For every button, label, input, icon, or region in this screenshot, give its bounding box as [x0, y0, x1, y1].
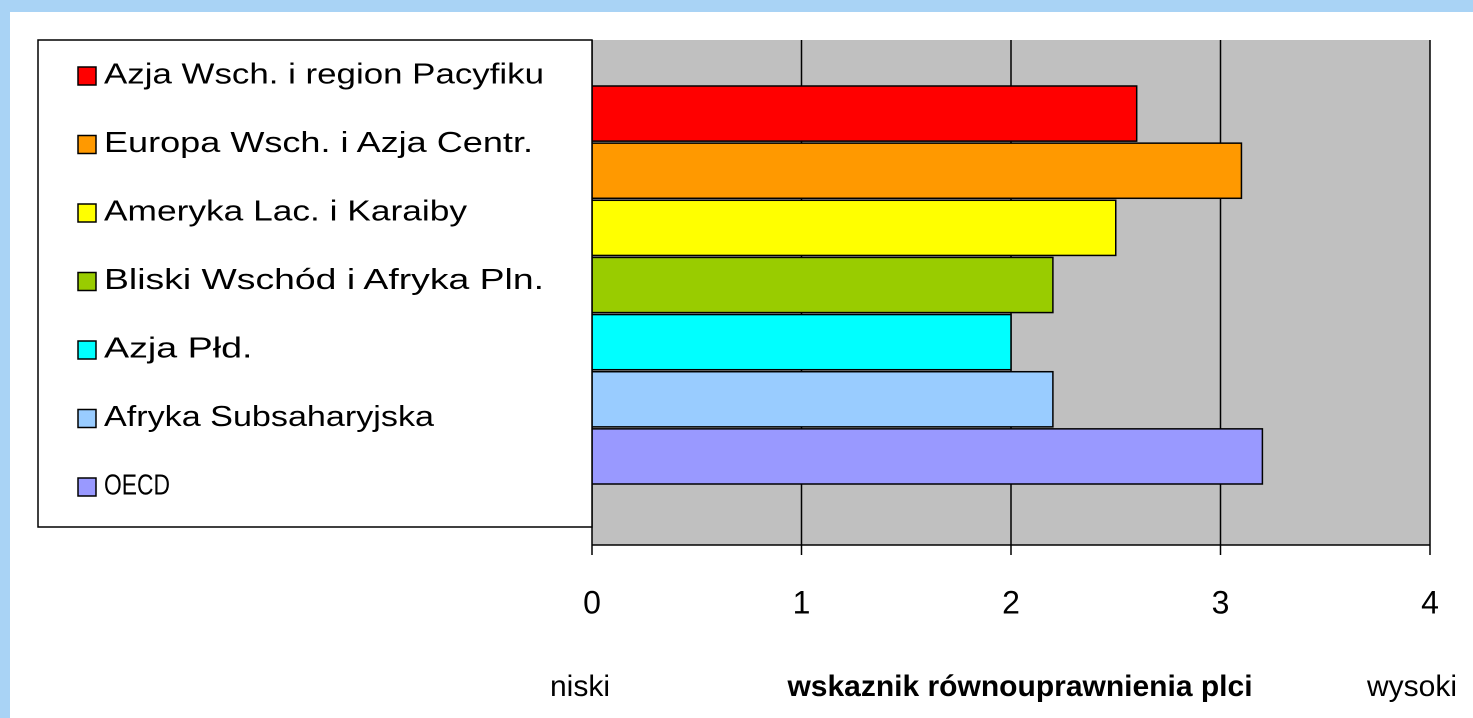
bar [591, 142, 1243, 200]
legend-label: Europa Wsch. i Azja Centr. [104, 127, 533, 159]
annotation: niski [550, 670, 610, 703]
bar [591, 199, 1117, 257]
bar [591, 256, 1054, 314]
legend-label: Ameryka Lac. i Karaiby [104, 196, 468, 228]
legend-swatch [77, 408, 97, 429]
legend-box [37, 39, 593, 528]
legend-label: Bliski Wschód i Afryka Pln. [104, 264, 544, 296]
bar [591, 85, 1138, 142]
legend-swatch [77, 134, 97, 155]
legend-label: OECD [104, 470, 170, 502]
legend-swatch [77, 203, 97, 223]
legend-swatch [77, 271, 97, 292]
x-tick-label: 2 [1002, 584, 1020, 620]
legend-swatch [77, 477, 97, 497]
bar [591, 313, 1012, 371]
x-tick-label: 0 [583, 584, 601, 620]
legend-label: Azja Wsch. i region Pacyfiku [104, 59, 544, 91]
bar [591, 428, 1264, 485]
x-axis-label: wskaznik równouprawnienia plci [786, 670, 1252, 703]
x-tick-label: 1 [793, 584, 811, 620]
x-tick-label: 3 [1212, 584, 1230, 620]
legend-label: Afryka Subsaharyjska [104, 401, 435, 433]
legend-label: Azja Płd. [104, 333, 253, 365]
annotation: wysoki [1366, 670, 1457, 703]
x-tick-label: 4 [1421, 584, 1439, 620]
legend-swatch [77, 66, 97, 86]
bar [591, 370, 1054, 428]
legend-swatch [77, 340, 97, 360]
